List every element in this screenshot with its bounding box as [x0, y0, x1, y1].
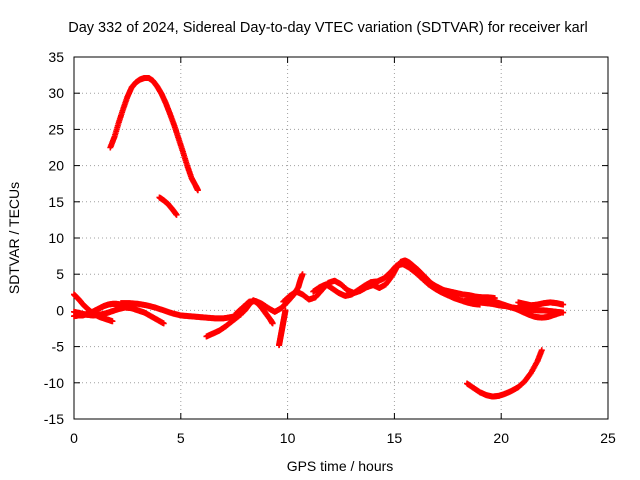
series-arc-evening-b — [487, 297, 565, 321]
axis-ticks: 0 5 10 15 20 25 -15 -10 -5 0 5 10 15 20 25 30 35 — [44, 49, 616, 446]
series-arc-high — [107, 74, 201, 194]
series-arc-early — [71, 291, 116, 325]
y-tick-label: -5 — [52, 339, 65, 355]
y-tick-label: 5 — [56, 266, 64, 282]
data-point — [558, 309, 565, 316]
gridlines — [74, 57, 608, 419]
series-arc-early-c — [71, 304, 167, 327]
chart-title: Day 332 of 2024, Sidereal Day-to-day VTE… — [68, 20, 588, 36]
series-arc-morning-b — [233, 271, 306, 317]
x-axis-label: GPS time / hours — [287, 458, 394, 474]
data-point — [560, 301, 567, 308]
series-arc-low — [464, 347, 545, 400]
x-tick-label: 25 — [600, 430, 616, 446]
data-point — [538, 347, 545, 354]
series-arc-noon — [280, 257, 498, 305]
y-tick-label: 30 — [48, 85, 64, 101]
x-tick-label: 15 — [387, 430, 403, 446]
y-tick-label: 20 — [48, 158, 64, 174]
data-series — [71, 74, 567, 400]
data-point — [269, 320, 276, 327]
y-tick-label: 15 — [48, 194, 64, 210]
y-tick-label: 25 — [48, 121, 64, 137]
y-tick-label: 0 — [56, 302, 64, 318]
x-tick-label: 20 — [493, 430, 509, 446]
y-tick-label: 10 — [48, 230, 64, 246]
y-tick-label: -15 — [44, 411, 64, 427]
series-arc-mid — [156, 194, 180, 218]
x-tick-label: 5 — [177, 430, 185, 446]
series-arc-evening-c — [515, 299, 567, 309]
y-axis-label: SDTVAR / TECUs — [6, 182, 22, 294]
x-tick-label: 0 — [70, 430, 78, 446]
data-point — [282, 307, 289, 314]
x-tick-label: 10 — [280, 430, 296, 446]
series-arc-spike — [276, 307, 289, 349]
data-point — [299, 271, 306, 278]
data-point — [173, 211, 180, 218]
data-point — [160, 320, 167, 327]
data-point — [194, 187, 201, 194]
y-tick-label: 35 — [48, 49, 64, 65]
series-arc-noon-b — [310, 261, 483, 308]
data-point — [109, 318, 116, 325]
y-tick-label: -10 — [44, 375, 64, 391]
